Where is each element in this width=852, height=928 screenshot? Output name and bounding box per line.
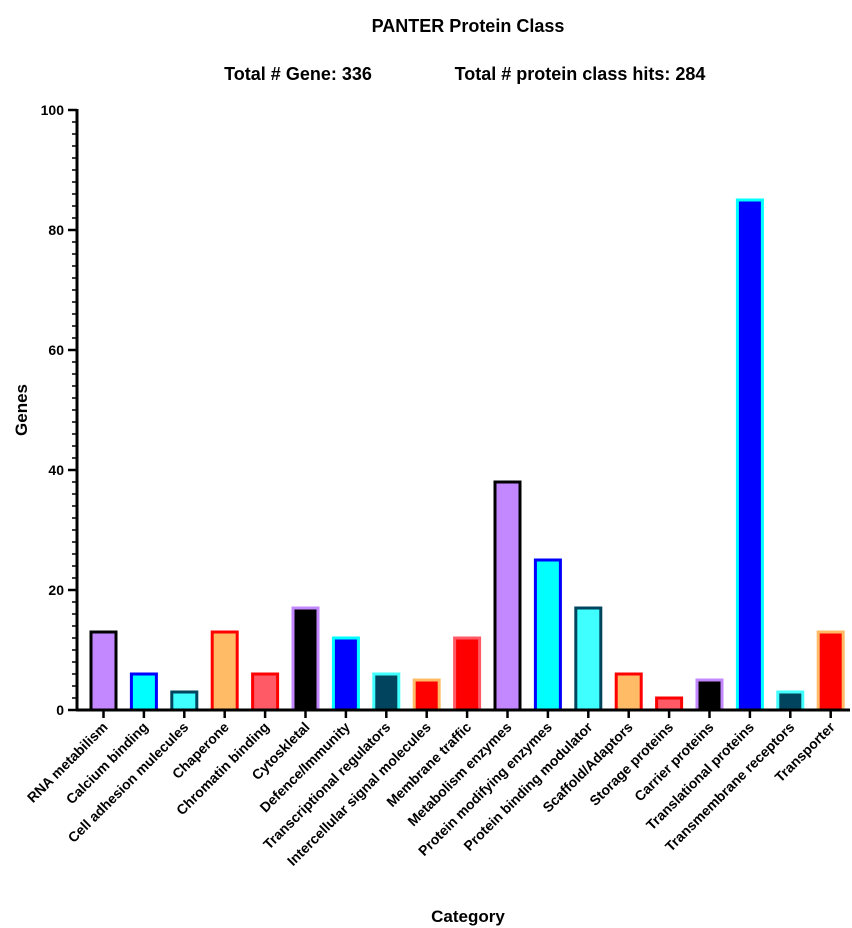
y-axis-label: Genes	[12, 384, 31, 436]
bar	[533, 558, 562, 712]
y-tick-label: 0	[56, 702, 64, 718]
chart-title: PANTER Protein Class	[372, 16, 565, 36]
bar	[816, 630, 845, 712]
y-tick-label: 60	[48, 342, 64, 358]
chart-subtitle-hits: Total # protein class hits: 284	[455, 64, 706, 84]
bar	[493, 480, 522, 712]
bars	[89, 198, 845, 712]
bar	[453, 636, 482, 712]
y-tick-label: 40	[48, 462, 64, 478]
bar	[776, 690, 805, 712]
bar	[372, 672, 401, 712]
bar	[291, 606, 320, 712]
bar	[170, 690, 199, 712]
chart-subtitle-genes: Total # Gene: 336	[224, 64, 372, 84]
bar	[412, 678, 441, 712]
bar	[251, 672, 280, 712]
bar	[129, 672, 158, 712]
bar	[695, 678, 724, 712]
y-tick-labels: 0 20 40 60 80 100	[41, 102, 65, 718]
bar	[331, 636, 360, 712]
bar	[574, 606, 603, 712]
y-tick-label: 80	[48, 222, 64, 238]
y-tick-label: 20	[48, 582, 64, 598]
bar	[210, 630, 239, 712]
bar	[735, 198, 764, 712]
bar	[89, 630, 118, 712]
bar	[614, 672, 643, 712]
y-tick-label: 100	[41, 102, 65, 118]
bar	[655, 696, 684, 712]
x-axis-label: Category	[431, 907, 505, 926]
